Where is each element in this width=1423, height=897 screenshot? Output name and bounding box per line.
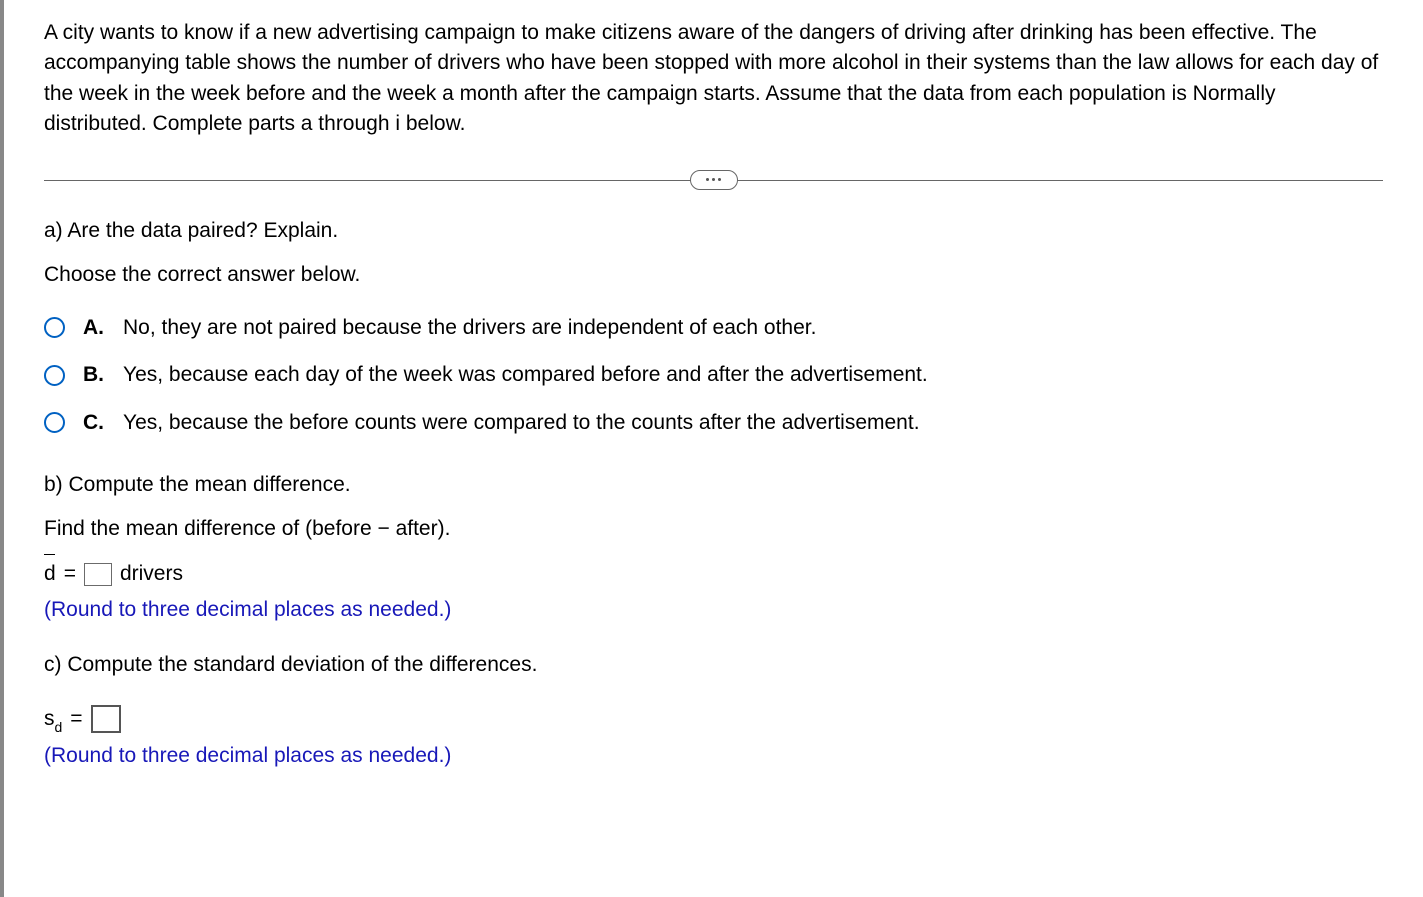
ellipsis-icon bbox=[706, 178, 721, 181]
choice-text: Yes, because each day of the week was co… bbox=[123, 361, 928, 389]
equals-sign: = bbox=[70, 704, 82, 734]
sd-sub: d bbox=[55, 717, 63, 737]
radio-b[interactable] bbox=[44, 365, 65, 386]
choice-row-c: C. Yes, because the before counts were c… bbox=[44, 408, 1383, 438]
choice-text: Yes, because the before counts were comp… bbox=[123, 409, 920, 437]
part-a-label: a) Are the data paired? Explain. bbox=[44, 216, 1383, 246]
part-a-instruction: Choose the correct answer below. bbox=[44, 260, 1383, 290]
sd-symbol: s d bbox=[44, 704, 62, 734]
choice-row-a: A. No, they are not paired because the d… bbox=[44, 313, 1383, 343]
problem-statement: A city wants to know if a new advertisin… bbox=[44, 18, 1383, 140]
show-more-button[interactable] bbox=[690, 170, 738, 190]
d-bar-letter: d bbox=[44, 562, 56, 585]
choice-letter: A. bbox=[83, 313, 105, 343]
part-a-choices: A. No, they are not paired because the d… bbox=[44, 313, 1383, 438]
choice-text: No, they are not paired because the driv… bbox=[123, 314, 816, 342]
part-b-instruction: Find the mean difference of (before − af… bbox=[44, 514, 1383, 544]
part-c-hint: (Round to three decimal places as needed… bbox=[44, 741, 1383, 771]
choice-letter: C. bbox=[83, 408, 105, 438]
equals-sign: = bbox=[64, 559, 76, 589]
section-divider bbox=[44, 168, 1383, 192]
sd-main: s bbox=[44, 704, 55, 734]
unit-label: drivers bbox=[120, 559, 183, 589]
choice-row-b: B. Yes, because each day of the week was… bbox=[44, 360, 1383, 390]
part-b-equation: d = drivers bbox=[44, 559, 1383, 589]
radio-a[interactable] bbox=[44, 317, 65, 338]
radio-c[interactable] bbox=[44, 412, 65, 433]
mean-difference-input[interactable] bbox=[84, 563, 112, 586]
choice-letter: B. bbox=[83, 360, 105, 390]
d-bar-symbol: d bbox=[44, 559, 56, 589]
part-c-equation: s d = bbox=[44, 704, 1383, 734]
std-dev-input[interactable] bbox=[91, 705, 121, 733]
part-c-label: c) Compute the standard deviation of the… bbox=[44, 650, 1383, 680]
part-b-hint: (Round to three decimal places as needed… bbox=[44, 595, 1383, 625]
part-b-label: b) Compute the mean difference. bbox=[44, 470, 1383, 500]
